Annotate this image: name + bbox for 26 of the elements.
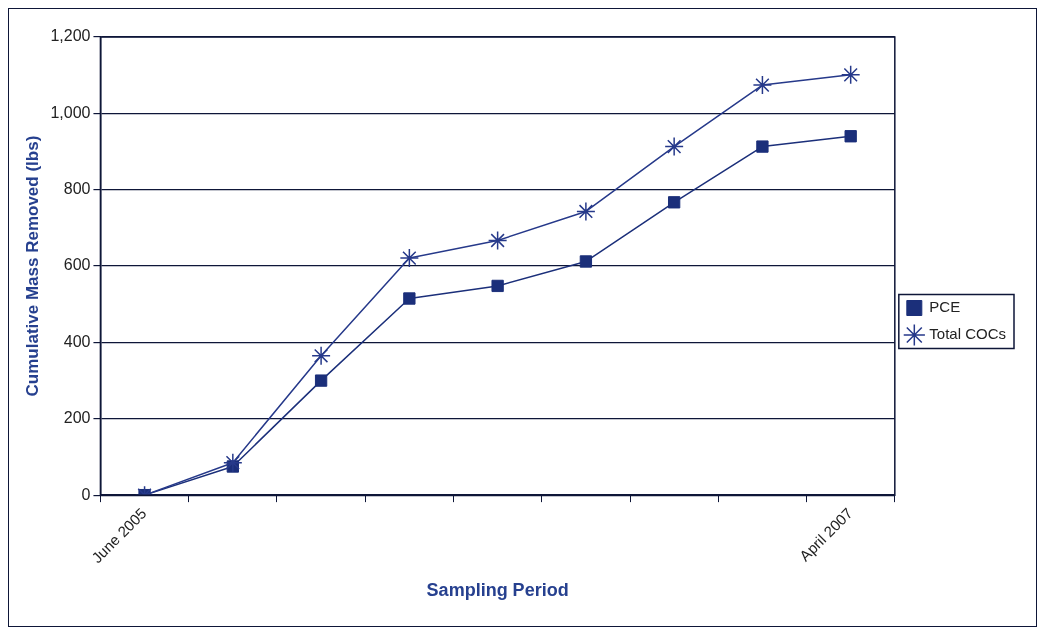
y-tick-label: 0	[81, 485, 91, 503]
point	[487, 230, 508, 251]
point	[668, 196, 681, 209]
point	[491, 279, 504, 293]
point	[311, 346, 331, 366]
point	[223, 452, 243, 473]
y-axis-title: Cumulative Mass Removed (lbs)	[22, 135, 42, 397]
point	[579, 255, 593, 268]
y-tick-label: 1,200	[50, 27, 91, 45]
y-tick-label: 200	[63, 409, 91, 427]
y-tick-label: 800	[63, 180, 91, 198]
y-tick-label: 1,000	[50, 103, 91, 121]
point	[664, 136, 684, 157]
point	[314, 374, 328, 387]
point	[399, 248, 420, 268]
y-tick-label: 400	[63, 332, 91, 350]
x-axis-title: Sampling Period	[426, 580, 569, 601]
point	[576, 201, 596, 222]
y-tick-label: 600	[63, 256, 91, 274]
point	[844, 130, 857, 143]
point	[403, 292, 416, 305]
legend-label: Total COCs	[929, 325, 1006, 343]
point	[752, 75, 773, 95]
point	[756, 140, 769, 153]
legend-label: PCE	[929, 298, 961, 316]
point	[840, 65, 861, 85]
